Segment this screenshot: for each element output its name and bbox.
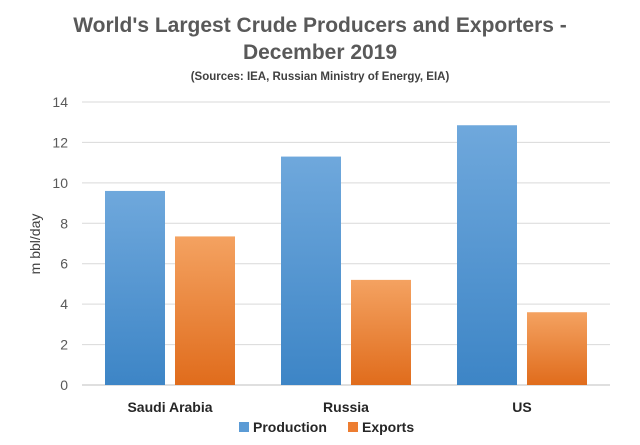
legend-swatch-exports: [348, 422, 358, 432]
y-tick-label: 8: [60, 215, 68, 231]
bar-exports-saudi-arabia: [175, 236, 235, 385]
bar-production-saudi-arabia: [105, 190, 165, 385]
y-tick-label: 10: [52, 175, 68, 191]
bar-exports-us: [527, 312, 587, 385]
y-tick-label: 4: [60, 296, 68, 312]
x-category-label: US: [512, 399, 531, 415]
y-tick-label: 0: [60, 377, 68, 393]
x-category-label: Russia: [323, 399, 369, 415]
y-tick-label: 6: [60, 256, 68, 272]
x-category-label: Saudi Arabia: [127, 399, 212, 415]
chart-title-line2: December 2019: [242, 41, 398, 64]
y-tick-label: 12: [52, 134, 68, 150]
chart-subtitle: (Sources: IEA, Russian Ministry of Energ…: [190, 71, 450, 83]
bar-production-us: [457, 125, 517, 385]
legend-label-production: Production: [253, 419, 327, 435]
bar-exports-russia: [351, 279, 411, 385]
y-axis-label: m bbl/day: [27, 214, 43, 275]
legend-swatch-production: [239, 422, 249, 432]
bar-production-russia: [281, 156, 341, 385]
y-tick-label: 2: [60, 337, 68, 353]
legend-label-exports: Exports: [362, 419, 414, 435]
y-tick-label: 14: [52, 94, 68, 110]
chart-title: World's Largest Crude Producers and Expo…: [73, 14, 567, 37]
